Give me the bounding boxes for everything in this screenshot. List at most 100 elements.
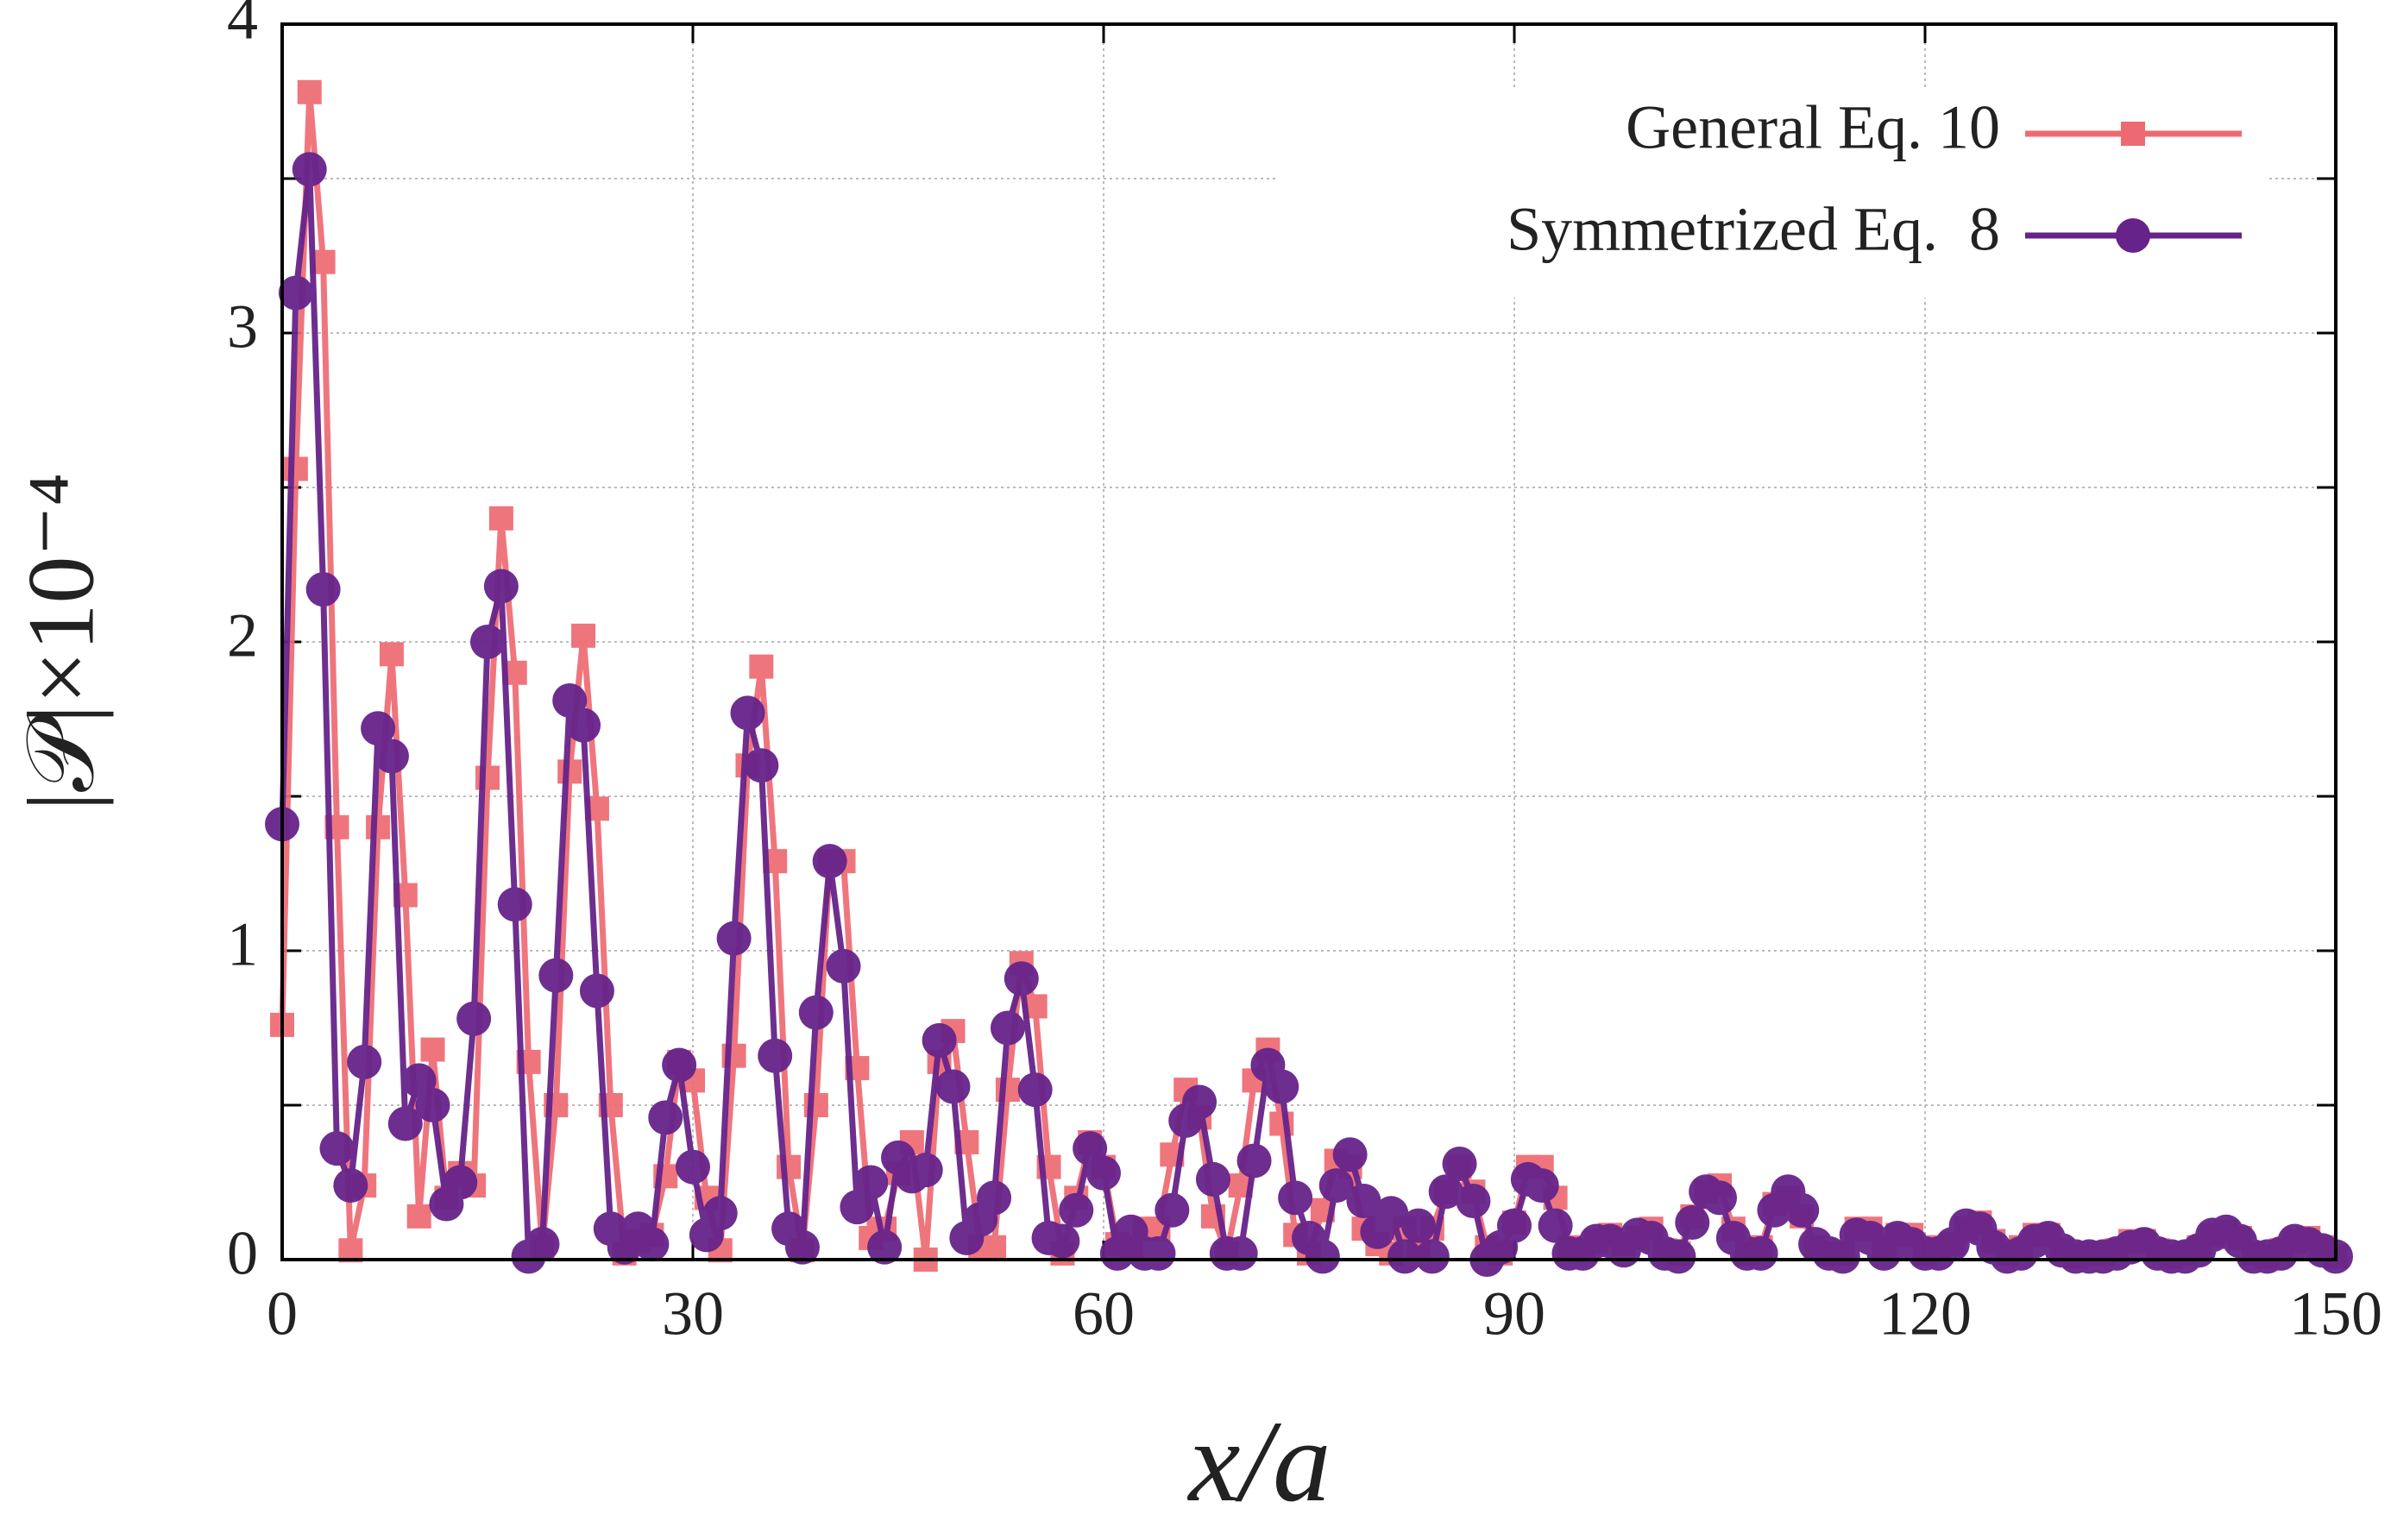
marker	[749, 654, 774, 679]
marker	[470, 625, 505, 659]
marker	[702, 1196, 738, 1231]
marker	[483, 569, 519, 604]
marker	[366, 814, 391, 839]
marker	[566, 707, 601, 743]
x-tick-label: 90	[1483, 1279, 1545, 1348]
marker	[676, 1149, 710, 1185]
marker	[283, 456, 308, 481]
x-axis-label: x/a	[1187, 1398, 1331, 1526]
marker	[744, 748, 779, 783]
marker	[1442, 1147, 1477, 1182]
marker	[1374, 1196, 1409, 1231]
marker	[406, 1204, 431, 1229]
x-tick-label: 60	[1073, 1279, 1135, 1348]
marker	[730, 695, 765, 731]
y-tick-label: 1	[227, 910, 258, 979]
marker	[982, 1235, 1007, 1260]
y-tick-label: 2	[227, 601, 258, 670]
marker	[935, 1069, 971, 1104]
marker	[379, 642, 404, 667]
x-tick-label: 0	[267, 1279, 298, 1348]
marker	[1045, 1223, 1080, 1259]
marker	[1278, 1180, 1313, 1216]
y-axis-label: |𝒫|×10⁻⁴	[8, 473, 113, 811]
marker	[1675, 1205, 1710, 1241]
marker	[488, 506, 513, 531]
marker	[634, 1227, 670, 1262]
marker	[1086, 1155, 1121, 1191]
marker	[990, 1010, 1025, 1046]
x-tick-label: 30	[662, 1279, 724, 1348]
marker	[798, 995, 834, 1030]
x-tick-label: 120	[1878, 1279, 1972, 1348]
marker	[297, 79, 322, 104]
marker	[305, 572, 341, 607]
marker	[1223, 1235, 1258, 1271]
marker	[853, 1165, 889, 1200]
marker	[922, 1022, 957, 1058]
marker	[1400, 1208, 1436, 1243]
marker	[1702, 1180, 1737, 1216]
marker	[1428, 1174, 1463, 1210]
marker	[571, 623, 596, 648]
marker	[557, 759, 582, 784]
marker	[374, 739, 409, 774]
marker	[475, 765, 500, 790]
marker	[1155, 1192, 1190, 1228]
legend-label: Symmetrized Eq. 8	[1507, 195, 2000, 264]
marker	[1497, 1208, 1532, 1243]
marker	[1346, 1183, 1381, 1218]
marker	[497, 887, 532, 922]
marker	[1182, 1084, 1218, 1120]
marker	[1538, 1208, 1573, 1243]
marker	[758, 1038, 793, 1073]
marker	[648, 1100, 683, 1135]
marker	[1236, 1143, 1272, 1179]
marker	[662, 1047, 697, 1083]
marker	[716, 921, 752, 956]
marker	[292, 152, 327, 187]
marker	[1141, 1235, 1176, 1271]
marker	[1059, 1192, 1094, 1228]
y-tick-label: 0	[227, 1219, 258, 1288]
marker	[319, 1131, 355, 1166]
marker	[1004, 961, 1039, 996]
marker	[867, 1229, 903, 1265]
marker	[1743, 1235, 1778, 1271]
legend-label: General Eq. 10	[1626, 93, 2000, 162]
marker	[2116, 218, 2150, 253]
marker	[1456, 1183, 1491, 1218]
marker	[525, 1227, 560, 1262]
marker	[347, 1044, 382, 1079]
marker	[1017, 1072, 1053, 1108]
marker	[1332, 1137, 1368, 1172]
marker	[278, 275, 313, 311]
y-tick-label: 4	[227, 0, 258, 53]
marker	[812, 844, 847, 879]
marker	[826, 948, 861, 984]
x-tick-label: 150	[2289, 1279, 2382, 1348]
marker	[1784, 1192, 1820, 1228]
marker	[538, 958, 574, 993]
marker	[1661, 1239, 1696, 1274]
marker	[784, 1229, 820, 1265]
marker	[1305, 1239, 1340, 1274]
marker	[1414, 1239, 1450, 1274]
marker	[1195, 1161, 1230, 1197]
marker	[2121, 122, 2145, 146]
marker	[456, 1001, 492, 1036]
marker	[977, 1180, 1012, 1216]
marker	[333, 1168, 368, 1204]
y-tick-label: 3	[227, 292, 258, 361]
marker	[1387, 1239, 1423, 1274]
marker	[361, 711, 396, 746]
legend: General Eq. 10 Symmetrized Eq. 8	[1277, 91, 2269, 298]
marker	[1318, 1168, 1354, 1204]
marker	[579, 973, 614, 1009]
plot-frame	[280, 22, 2338, 1261]
marker	[443, 1165, 478, 1200]
marker	[1524, 1168, 1559, 1204]
legend-box	[1277, 91, 2269, 298]
marker	[420, 1037, 445, 1062]
